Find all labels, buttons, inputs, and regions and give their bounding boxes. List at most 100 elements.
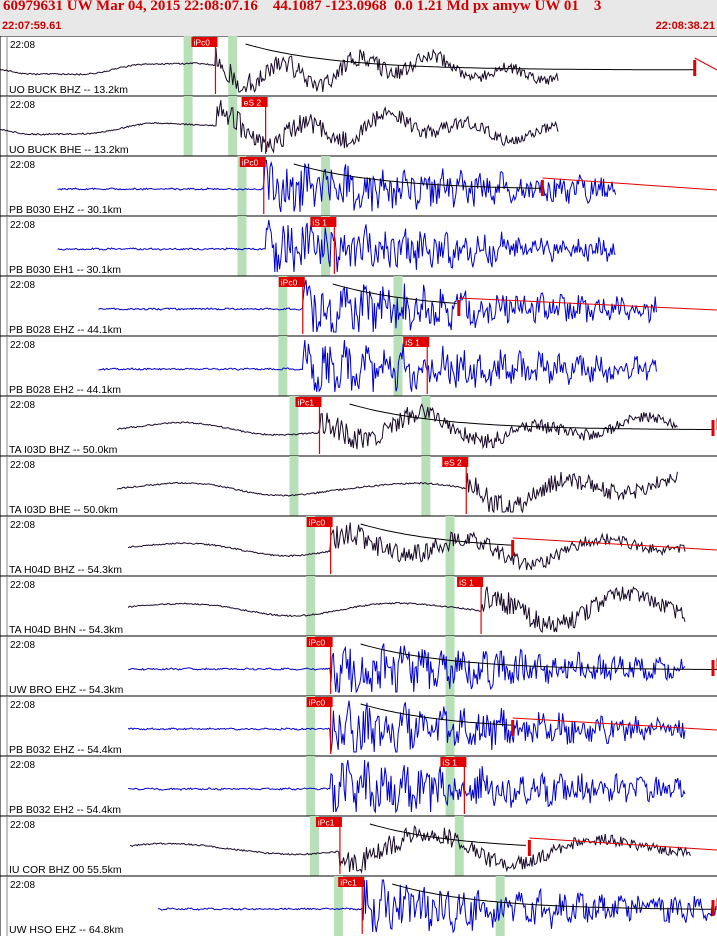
phase-pick-label: iS 1 <box>442 758 457 768</box>
waveform-trace <box>127 759 686 814</box>
trace-time-label: 22:08 <box>10 340 35 351</box>
analysis-window <box>278 276 288 336</box>
waveform-trace <box>129 825 691 874</box>
phase-pick-flag <box>442 457 469 467</box>
waveform-trace <box>127 522 686 571</box>
trace-time-label: 22:08 <box>10 460 35 471</box>
analysis-window <box>306 636 316 696</box>
waveform-trace <box>98 339 657 393</box>
analysis-window <box>445 576 455 636</box>
trace-panel: iPc0 22:08 PB B030 EHZ -- 30.1km <box>0 155 717 216</box>
station-label: IU COR BHZ 00 55.5km <box>9 864 122 876</box>
coda-fit-line <box>512 717 717 731</box>
coda-envelope <box>360 643 717 670</box>
trace-panel: eS 2 22:08 UO BUCK BHE -- 13.2km <box>0 95 717 156</box>
station-label: PB B028 EH2 -- 44.1km <box>9 384 121 396</box>
analysis-window <box>228 36 238 96</box>
trace-time-label: 22:08 <box>10 40 35 51</box>
duration-marker <box>527 840 531 856</box>
phase-pick-label: eS 2 <box>444 458 462 468</box>
duration-marker <box>711 420 715 436</box>
trace-panel: eS 2 22:08 TA I03D BHE -- 50.0km <box>0 455 717 516</box>
trace-panel: iS 1 22:08 TA H04D BHN -- 54.3km <box>0 575 717 636</box>
trace-time-label: 22:08 <box>10 280 35 291</box>
phase-pick-flag <box>306 697 333 707</box>
analysis-window <box>445 636 455 696</box>
analysis-window <box>306 576 316 636</box>
waveform-trace <box>127 700 686 753</box>
analysis-window <box>421 456 431 516</box>
trace-panel: iPc1 22:08 UW HSO EHZ -- 64.8km <box>0 875 717 936</box>
duration-marker <box>693 60 697 76</box>
trace-panel: iS 1 22:08 PB B030 EH1 -- 30.1km <box>0 215 717 276</box>
duration-marker <box>711 900 715 916</box>
phase-pick-flag <box>278 277 305 287</box>
analysis-window <box>445 516 455 576</box>
phase-pick-flag <box>239 157 266 167</box>
analysis-window <box>289 456 299 516</box>
coda-envelope <box>392 883 717 910</box>
coda-fit-line <box>694 57 717 71</box>
trace-time-label: 22:08 <box>10 640 35 651</box>
analysis-window <box>306 696 316 756</box>
coda-fit-line <box>529 837 717 851</box>
station-label: UO BUCK BHE -- 13.2km <box>9 144 129 156</box>
analysis-window <box>183 36 193 96</box>
phase-pick-flag <box>295 397 322 407</box>
trace-panel: iS 1 22:08 PB B032 EH2 -- 54.4km <box>0 755 717 816</box>
phase-pick-label: iS 1 <box>312 218 327 228</box>
phase-pick-label: iS 1 <box>405 338 420 348</box>
phase-pick-flag <box>457 577 484 587</box>
duration-marker <box>511 540 515 556</box>
trace-time-label: 22:08 <box>10 100 35 111</box>
coda-fit-line <box>512 537 717 551</box>
station-label: PB B032 EH2 -- 54.4km <box>9 804 121 816</box>
trace-panel: iPc0 22:08 PB B032 EHZ -- 54.4km <box>0 695 717 756</box>
trace-time-label: 22:08 <box>10 160 35 171</box>
analysis-window <box>321 216 331 276</box>
trace-panel: iPc1 22:08 IU COR BHZ 00 55.5km <box>0 815 717 876</box>
coda-envelope <box>360 523 513 546</box>
phase-pick-label: iPc1 <box>340 878 357 888</box>
phase-pick-flag <box>306 517 333 527</box>
station-label: PB B030 EHZ -- 30.1km <box>9 204 122 216</box>
waveform-trace <box>127 586 686 633</box>
waveform-trace <box>57 219 616 273</box>
analysis-window <box>237 216 247 276</box>
station-label: PB B028 EHZ -- 44.1km <box>9 324 122 336</box>
waveform-trace <box>157 879 717 934</box>
trace-panel: iS 1 22:08 PB B028 EH2 -- 44.1km <box>0 335 717 396</box>
station-label: UW BRO EHZ -- 54.3km <box>9 684 124 696</box>
coda-envelope <box>332 283 457 304</box>
station-label: TA H04D BHZ -- 54.3km <box>9 564 122 576</box>
analysis-window <box>334 876 344 936</box>
duration-marker <box>540 180 544 196</box>
phase-pick-label: iPc0 <box>281 278 298 288</box>
phase-pick-flag <box>310 217 337 227</box>
phase-pick-flag <box>403 337 430 347</box>
phase-pick-label: iPc0 <box>242 158 259 168</box>
station-label: TA I03D BHE -- 50.0km <box>9 504 118 516</box>
trace-time-label: 22:08 <box>10 880 35 891</box>
coda-envelope <box>349 403 714 430</box>
station-label: UO BUCK BHZ -- 13.2km <box>9 84 128 96</box>
coda-envelope <box>293 163 542 189</box>
window-end-time: 22:08:38.21 <box>655 20 715 32</box>
analysis-window <box>289 396 299 456</box>
analysis-window <box>237 156 247 216</box>
analysis-window <box>309 816 319 876</box>
phase-pick-label: iPc0 <box>193 38 210 48</box>
phase-pick-flag <box>440 757 467 767</box>
station-label: UW HSO EHZ -- 64.8km <box>9 924 124 936</box>
waveform-trace <box>57 159 617 213</box>
waveform-trace <box>116 471 678 514</box>
analysis-window <box>421 396 431 456</box>
phase-pick-label: iPc0 <box>309 698 326 708</box>
coda-fit-line <box>542 177 717 191</box>
trace-panel: iPc0 22:08 UO BUCK BHZ -- 13.2km <box>0 36 717 96</box>
trace-time-label: 22:08 <box>10 520 35 531</box>
phase-pick-flag <box>306 637 333 647</box>
analysis-window <box>183 96 193 156</box>
trace-panel: iPc0 22:08 PB B028 EHZ -- 44.1km <box>0 275 717 336</box>
trace-time-label: 22:08 <box>10 760 35 771</box>
